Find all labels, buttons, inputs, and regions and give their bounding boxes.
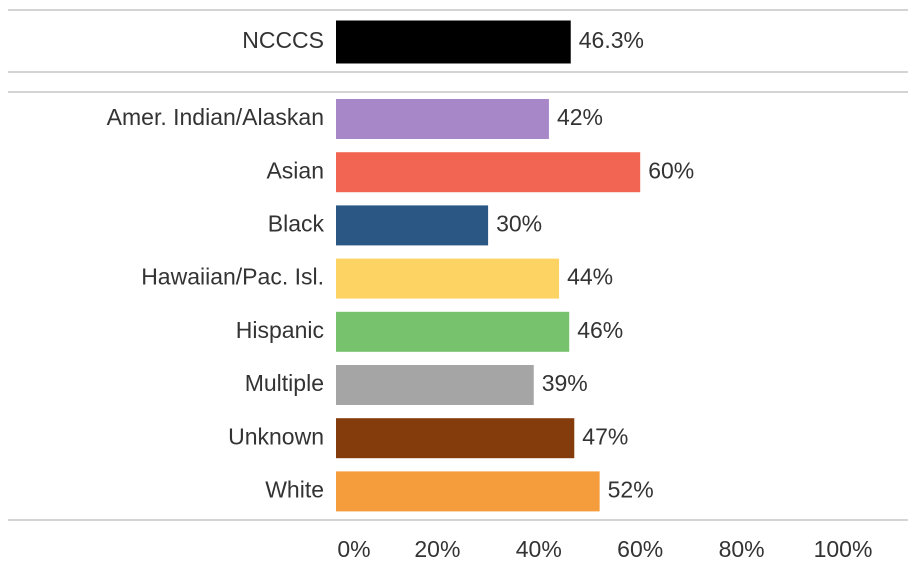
bar — [336, 311, 570, 352]
bar — [336, 258, 560, 299]
value-label: 60% — [648, 157, 694, 183]
category-label: Multiple — [245, 370, 324, 396]
x-tick-label: 60% — [617, 536, 663, 562]
value-label: 39% — [542, 370, 588, 396]
bar — [336, 205, 489, 246]
value-label: 44% — [567, 264, 613, 290]
bar — [336, 20, 571, 64]
category-label: White — [265, 476, 324, 502]
x-tick-label: 40% — [516, 536, 562, 562]
x-tick-label: 100% — [814, 536, 873, 562]
category-label: Unknown — [228, 423, 324, 449]
bar — [336, 99, 549, 139]
value-label: 30% — [496, 210, 542, 236]
value-label: 52% — [608, 476, 654, 502]
x-tick-label: 0% — [337, 536, 370, 562]
x-tick-label: 20% — [414, 536, 460, 562]
bar — [336, 152, 641, 193]
category-label: Amer. Indian/Alaskan — [107, 104, 324, 130]
value-label: 46.3% — [579, 27, 644, 53]
category-label: Hawaiian/Pac. Isl. — [141, 264, 324, 290]
bar — [336, 365, 534, 405]
category-label: Hispanic — [236, 317, 324, 343]
value-label: 47% — [582, 423, 628, 449]
bar — [336, 418, 575, 459]
category-label: NCCCS — [242, 27, 324, 53]
bar — [336, 471, 600, 512]
category-label: Asian — [266, 157, 324, 183]
category-label: Black — [268, 210, 325, 236]
value-label: 42% — [557, 104, 603, 130]
value-label: 46% — [577, 317, 623, 343]
x-tick-label: 80% — [719, 536, 765, 562]
